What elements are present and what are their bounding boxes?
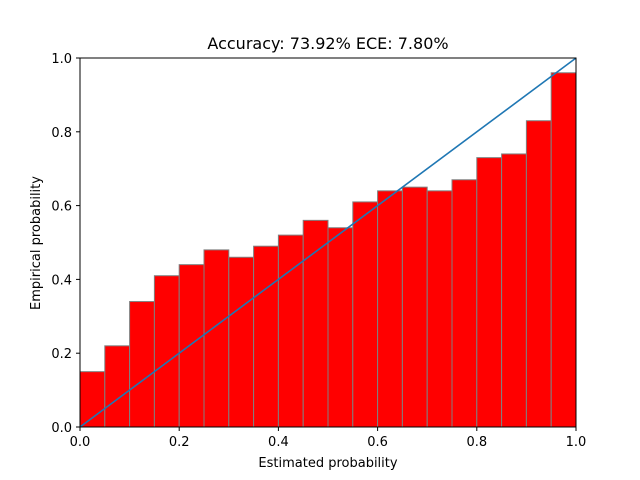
bar-bin-11: [352, 201, 379, 428]
bar-bin-16: [476, 157, 503, 428]
bar-group: [79, 72, 577, 428]
bar-bin-8: [277, 234, 304, 428]
bar-bin-17: [501, 153, 527, 428]
x-axis-ticks: 0.0 0.2 0.4 0.6 0.8 1.0: [70, 427, 587, 450]
bar-bin-13: [401, 186, 428, 428]
chart-title: Accuracy: 73.92% ECE: 7.80%: [207, 34, 448, 53]
y-axis-label: Empirical probability: [29, 176, 44, 310]
bar-bin-18: [525, 120, 552, 428]
bar-bin-5: [203, 249, 230, 428]
bar-bin-1: [104, 345, 131, 428]
bar-bin-4: [178, 264, 205, 428]
bar-bin-3: [153, 275, 180, 428]
x-tick-label-0: 0.0: [70, 435, 91, 450]
bar-bin-6: [228, 256, 255, 428]
bar-bin-14: [426, 190, 453, 428]
y-tick-label-2: 0.4: [51, 273, 72, 288]
bar-bin-15: [451, 179, 478, 428]
perfect-calibration-line: [79, 57, 577, 428]
y-axis-ticks: 0.0 0.2 0.4 0.6 0.8 1.0: [51, 52, 80, 436]
plot-frame: [79, 57, 577, 428]
x-tick-label-4: 0.8: [466, 435, 487, 450]
y-tick-label-0: 0.0: [51, 421, 72, 436]
y-tick-label-1: 0.2: [51, 347, 72, 362]
bar-bin-7: [253, 245, 279, 428]
bar-bin-2: [129, 301, 155, 428]
x-tick-label-2: 0.4: [268, 435, 289, 450]
bar-bin-12: [377, 190, 403, 428]
x-tick-label-5: 1.0: [566, 435, 587, 450]
x-axis-label: Estimated probability: [258, 456, 397, 471]
y-tick-label-5: 1.0: [51, 52, 72, 67]
y-tick-label-3: 0.6: [51, 200, 72, 215]
y-tick-label-4: 0.8: [51, 126, 72, 141]
bar-bin-10: [327, 227, 354, 428]
x-tick-label-1: 0.2: [169, 435, 190, 450]
x-tick-label-3: 0.6: [367, 435, 388, 450]
bar-bin-19: [550, 72, 577, 428]
